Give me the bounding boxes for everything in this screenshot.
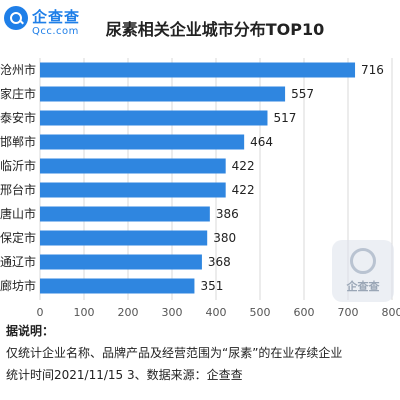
bar bbox=[40, 206, 210, 222]
x-tick-label: 0 bbox=[37, 306, 44, 319]
value-label: 422 bbox=[232, 183, 255, 197]
bar bbox=[40, 230, 208, 246]
value-label: 351 bbox=[200, 279, 223, 293]
bar bbox=[40, 278, 195, 294]
x-tick-label: 600 bbox=[294, 306, 315, 319]
category-label: 唐山市 bbox=[0, 206, 36, 221]
value-label: 386 bbox=[216, 207, 239, 221]
bar bbox=[40, 182, 226, 198]
data-notes: 据说明： 仅统计企业名称、品牌产品及经营范围为“尿素”的在业存续企业 统计时间2… bbox=[0, 320, 342, 386]
notes-line-2: 统计时间2021/11/15 3、数据来源：企查查 bbox=[6, 368, 243, 382]
value-label: 464 bbox=[250, 135, 273, 149]
category-label: 家庄市 bbox=[0, 86, 36, 101]
bar bbox=[40, 254, 202, 270]
bar bbox=[40, 110, 268, 126]
qcc-logo: 企查查 Qcc.com bbox=[4, 4, 84, 44]
chart-title: 尿素相关企业城市分布TOP10 bbox=[105, 20, 325, 39]
value-label: 716 bbox=[361, 63, 384, 77]
brand-name: 企查查 bbox=[32, 8, 81, 26]
bar bbox=[40, 158, 226, 174]
x-tick-label: 100 bbox=[74, 306, 95, 319]
value-label: 380 bbox=[213, 231, 236, 245]
value-label: 557 bbox=[291, 87, 314, 101]
bar-chart: 0 100 200 300 400 500 600 700 800 沧州市 716 家庄市 557 泰安市… bbox=[0, 58, 400, 319]
category-label: 沧州市 bbox=[0, 62, 36, 77]
brand-domain: Qcc.com bbox=[32, 26, 79, 37]
x-tick-label: 400 bbox=[206, 306, 227, 319]
qcc-logo-icon bbox=[4, 6, 28, 30]
category-label: 邯郸市 bbox=[0, 134, 36, 149]
watermark-text: 企查查 bbox=[346, 280, 380, 293]
value-label: 368 bbox=[208, 255, 231, 269]
category-label: 临沂市 bbox=[0, 158, 36, 173]
category-label: 廊坊市 bbox=[0, 278, 36, 293]
category-label: 通辽市 bbox=[0, 254, 36, 269]
bar bbox=[40, 134, 245, 150]
notes-heading: 据说明： bbox=[6, 324, 55, 338]
value-label: 422 bbox=[232, 159, 255, 173]
x-tick-label: 800 bbox=[382, 306, 400, 319]
category-label: 泰安市 bbox=[0, 110, 36, 125]
bar bbox=[40, 86, 286, 102]
category-label: 保定市 bbox=[0, 230, 36, 245]
x-tick-label: 700 bbox=[338, 306, 359, 319]
watermark-logo-icon bbox=[350, 248, 376, 274]
notes-line-1: 仅统计企业名称、品牌产品及经营范围为“尿素”的在业存续企业 bbox=[6, 346, 343, 360]
value-label: 517 bbox=[273, 111, 296, 125]
x-tick-label: 200 bbox=[118, 306, 139, 319]
qcc-watermark: 企查查 bbox=[332, 240, 394, 302]
x-tick-label: 300 bbox=[162, 306, 183, 319]
x-tick-label: 500 bbox=[250, 306, 271, 319]
bar bbox=[40, 62, 356, 78]
category-label: 邢台市 bbox=[0, 182, 36, 197]
